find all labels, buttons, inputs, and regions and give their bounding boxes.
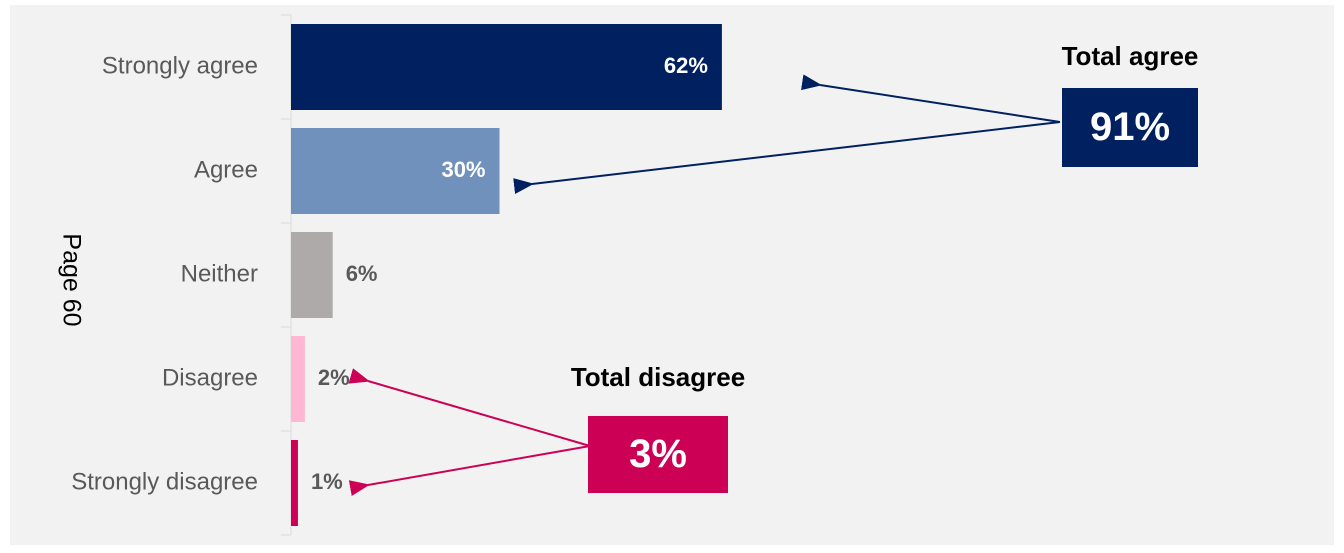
category-label: Neither (181, 260, 258, 287)
annotation-title: Total disagree (571, 362, 745, 392)
arrow (800, 74, 1061, 123)
arrow (348, 445, 591, 496)
category-label: Strongly agree (102, 52, 258, 79)
value-label: 6% (346, 261, 378, 286)
annotation-box (588, 416, 728, 493)
annotation-value: 3% (629, 432, 687, 476)
annotation-value: 91% (1090, 105, 1170, 149)
value-label: 62% (664, 53, 708, 78)
bar (291, 232, 333, 318)
bar (291, 440, 298, 526)
value-label: 1% (311, 469, 343, 494)
bar (291, 128, 500, 214)
value-label: 30% (441, 157, 485, 182)
value-label: 2% (318, 365, 350, 390)
bar (291, 24, 722, 110)
annotation-title: Total agree (1062, 41, 1199, 71)
arrow (348, 368, 591, 447)
arrow (513, 121, 1061, 195)
side-label: Page 60 (57, 233, 85, 326)
bar (291, 336, 305, 422)
category-label: Strongly disagree (71, 468, 258, 495)
category-label: Disagree (162, 364, 258, 391)
annotation-box (1062, 88, 1198, 167)
category-label: Agree (194, 156, 258, 183)
